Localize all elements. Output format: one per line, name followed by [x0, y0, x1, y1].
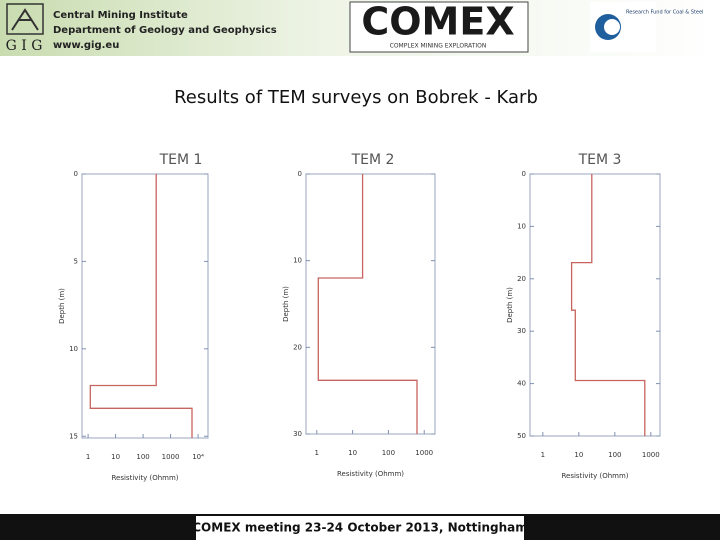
resistivity-profile	[89, 174, 193, 438]
x-tick-label: 1000	[642, 451, 660, 459]
y-tick-label: 30	[293, 430, 302, 438]
x-tick-label: 100	[382, 449, 395, 457]
comex-tagline: COMPLEX MINING EXPLORATION	[390, 43, 487, 50]
footer-text: COMEX meeting 23-24 October 2013, Nottin…	[192, 521, 527, 535]
y-tick-label: 20	[293, 343, 302, 351]
fund-emblem-inner	[604, 19, 620, 35]
x-tick-label: 10	[111, 453, 120, 461]
y-tick-label: 40	[517, 380, 526, 388]
x-axis-label: Resistivity (Ohmm)	[111, 474, 178, 482]
y-tick-label: 15	[69, 432, 78, 440]
y-tick-label: 0	[522, 170, 526, 178]
y-tick-label: 10	[293, 257, 302, 265]
y-axis-label: Depth (m)	[58, 288, 66, 324]
y-tick-label: 50	[517, 432, 526, 440]
chart-title: TEM 3	[578, 152, 622, 168]
plot-frame	[81, 173, 209, 439]
x-tick-label: 1	[541, 451, 545, 459]
x-tick-label: 1000	[415, 449, 433, 457]
x-tick-label: 1	[315, 449, 319, 457]
fund-logo: Research Fund for Coal & Steel	[626, 10, 703, 16]
y-tick-label: 20	[517, 275, 526, 283]
footer-box	[196, 516, 524, 540]
x-tick-label: 10	[348, 449, 357, 457]
y-tick-label: 30	[517, 327, 526, 335]
gig-emblem	[6, 3, 44, 35]
y-tick-label: 0	[74, 170, 78, 178]
x-axis-label: Resistivity (Ohmm)	[337, 470, 404, 478]
y-axis-label: Depth (m)	[506, 287, 514, 323]
gig-emblem-pick	[11, 8, 39, 31]
y-tick-label: 10	[517, 222, 526, 230]
gig-logo: G I G	[6, 38, 43, 54]
x-tick-label: 10	[574, 451, 583, 459]
comex-box	[349, 1, 529, 53]
y-tick-label: 5	[74, 257, 78, 265]
y-axis-label: Depth (m)	[282, 286, 290, 322]
x-tick-label: 100	[136, 453, 149, 461]
plot-frame	[305, 173, 436, 435]
department: Department of Geology and Geophysics	[53, 25, 277, 36]
slide-title: Results of TEM surveys on Bobrek - Karb	[174, 87, 538, 108]
chart-title: TEM 1	[159, 152, 203, 168]
resistivity-profile	[317, 174, 418, 434]
y-tick-label: 0	[298, 170, 302, 178]
x-axis-label: Resistivity (Ohmm)	[561, 472, 628, 480]
resistivity-profile	[570, 174, 646, 436]
x-tick-label: 10⁴	[192, 453, 204, 461]
y-tick-label: 10	[69, 345, 78, 353]
institute: Central Mining Institute	[53, 10, 188, 21]
x-tick-label: 1	[86, 453, 90, 461]
comex-logo: COMEX	[361, 0, 514, 44]
x-tick-label: 1000	[162, 453, 180, 461]
chart-title: TEM 2	[351, 152, 395, 168]
website: www.gig.eu	[53, 40, 119, 51]
x-tick-label: 100	[608, 451, 621, 459]
plot-frame	[529, 173, 661, 437]
